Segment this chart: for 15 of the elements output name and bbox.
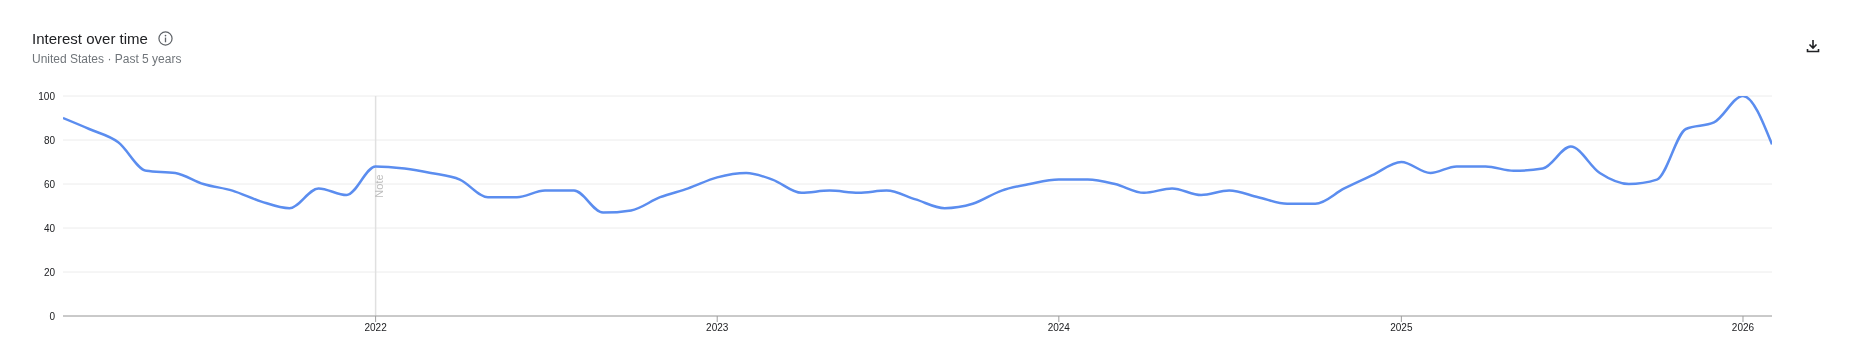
x-tick-label: 2022 xyxy=(364,322,388,334)
line-series xyxy=(63,96,1772,214)
y-tick-label: 0 xyxy=(49,310,56,322)
y-tick-label: 20 xyxy=(43,266,56,278)
x-tick-label: 2025 xyxy=(1390,322,1413,334)
y-tick-label: 80 xyxy=(43,134,56,146)
x-tick-label: 2024 xyxy=(1047,322,1071,334)
ref-line-label: Note xyxy=(372,174,385,198)
y-tick-label: 40 xyxy=(43,222,56,234)
x-tick-label: 2023 xyxy=(706,322,729,334)
chart-subtitle: United States · Past 5 years xyxy=(32,52,182,66)
chart-title: Interest over time xyxy=(32,30,148,47)
y-tick-label: 60 xyxy=(43,178,56,190)
x-tick-label: 2026 xyxy=(1731,322,1755,334)
y-tick-label: 100 xyxy=(38,90,56,102)
